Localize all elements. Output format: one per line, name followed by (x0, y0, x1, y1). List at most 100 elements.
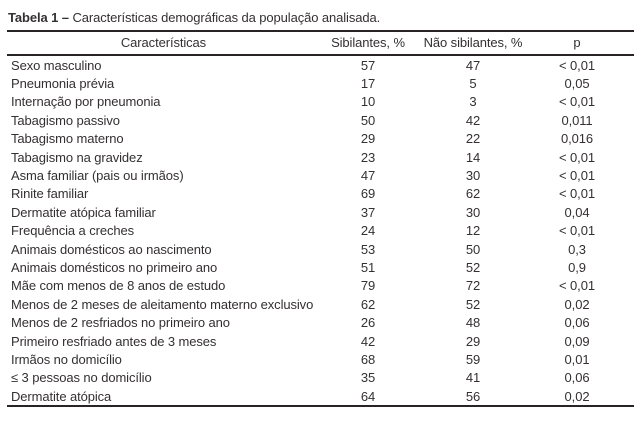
table-row: Tabagismo na gravidez 23 14 < 0,01 (7, 148, 634, 166)
row-caracteristica: ≤ 3 pessoas no domicílio (11, 370, 152, 386)
row-nao-sibilantes-value: 41 (465, 370, 481, 386)
row-sibilantes-value: 10 (360, 94, 376, 110)
row-nao-sibilantes-value: 30 (465, 204, 481, 220)
table-caption: Tabela 1 – Características demográficas … (8, 10, 642, 25)
row-sibilantes-value: 26 (360, 315, 376, 331)
row-nao-sibilantes-value: 5 (469, 76, 477, 92)
row-p-value: 0,09 (564, 333, 590, 349)
row-caracteristica: Tabagismo passivo (11, 112, 120, 128)
row-sibilantes-value: 50 (360, 112, 376, 128)
row-p-value: 0,01 (564, 351, 590, 367)
table-row: Irmãos no domicílio 68 59 0,01 (7, 350, 634, 368)
page: Tabela 1 – Características demográficas … (0, 10, 642, 437)
row-caracteristica: Tabagismo na gravidez (11, 149, 143, 165)
row-sibilantes-value: 17 (360, 76, 376, 92)
table-caption-text: Características demográficas da populaçã… (72, 10, 381, 25)
row-sibilantes-value: 24 (360, 223, 376, 239)
header-row: Características Sibilantes, % Não sibila… (7, 31, 634, 56)
row-caracteristica: Asma familiar (pais ou irmãos) (11, 168, 184, 184)
row-sibilantes-value: 69 (360, 186, 376, 202)
table-row: Mãe com menos de 8 anos de estudo 79 72 … (7, 277, 634, 295)
row-p-value: 0,02 (564, 388, 590, 404)
row-p-value: < 0,01 (559, 186, 595, 202)
row-p-value: < 0,01 (559, 223, 595, 239)
row-caracteristica: Mãe com menos de 8 anos de estudo (11, 278, 226, 294)
table-body: Sexo masculino 57 47 < 0,01 Pneumonia pr… (7, 55, 634, 406)
row-caracteristica: Animais domésticos no primeiro ano (11, 259, 218, 275)
row-sibilantes-value: 23 (360, 149, 376, 165)
table-row: Frequência a creches 24 12 < 0,01 (7, 222, 634, 240)
table-row: Dermatite atópica familiar 37 30 0,04 (7, 203, 634, 221)
row-caracteristica: Internação por pneumonia (11, 94, 161, 110)
row-p-value: < 0,01 (559, 57, 595, 73)
row-caracteristica: Rinite familiar (11, 186, 89, 202)
row-nao-sibilantes-value: 14 (465, 149, 481, 165)
table-row: Tabagismo passivo 50 42 0,011 (7, 111, 634, 129)
table-row: ≤ 3 pessoas no domicílio 35 41 0,06 (7, 369, 634, 387)
row-sibilantes-value: 35 (360, 370, 376, 386)
row-nao-sibilantes-value: 22 (465, 131, 481, 147)
row-sibilantes-value: 68 (360, 351, 376, 367)
row-nao-sibilantes-value: 47 (465, 57, 481, 73)
table-caption-separator: – (61, 10, 69, 25)
table-row: Sexo masculino 57 47 < 0,01 (7, 55, 634, 74)
table-row: Animais domésticos ao nascimento 53 50 0… (7, 240, 634, 258)
row-nao-sibilantes-value: 52 (465, 296, 481, 312)
row-caracteristica: Irmãos no domicílio (11, 351, 122, 367)
row-caracteristica: Dermatite atópica (11, 388, 112, 404)
row-caracteristica: Menos de 2 resfriados no primeiro ano (11, 315, 230, 331)
row-p-value: 0,04 (564, 204, 590, 220)
table-row: Animais domésticos no primeiro ano 51 52… (7, 258, 634, 276)
row-sibilantes-value: 47 (360, 168, 376, 184)
row-sibilantes-value: 57 (360, 57, 376, 73)
table-row: Menos de 2 meses de aleitamento materno … (7, 295, 634, 313)
row-p-value: 0,9 (568, 259, 586, 275)
row-caracteristica: Animais domésticos ao nascimento (11, 241, 212, 257)
row-p-value: 0,02 (564, 296, 590, 312)
row-sibilantes-value: 64 (360, 388, 376, 404)
row-nao-sibilantes-value: 52 (465, 259, 481, 275)
table-row: Pneumonia prévia 17 5 0,05 (7, 74, 634, 92)
row-nao-sibilantes-value: 12 (465, 223, 481, 239)
table-row: Internação por pneumonia 10 3 < 0,01 (7, 93, 634, 111)
column-header-nao-sibilantes: Não sibilantes, % (416, 31, 530, 56)
row-p-value: 0,016 (560, 131, 594, 147)
row-caracteristica: Primeiro resfriado antes de 3 meses (11, 333, 217, 349)
row-sibilantes-value: 42 (360, 333, 376, 349)
table-caption-label: Tabela 1 (8, 10, 59, 25)
table-row: Menos de 2 resfriados no primeiro ano 26… (7, 313, 634, 331)
row-caracteristica: Menos de 2 meses de aleitamento materno … (11, 296, 314, 312)
row-p-value: 0,06 (564, 370, 590, 386)
row-nao-sibilantes-value: 56 (465, 388, 481, 404)
row-p-value: 0,06 (564, 315, 590, 331)
row-p-value: 0,05 (564, 76, 590, 92)
row-sibilantes-value: 79 (360, 278, 376, 294)
row-p-value: < 0,01 (559, 149, 595, 165)
row-p-value: 0,011 (561, 112, 593, 128)
column-header-sibilantes: Sibilantes, % (320, 31, 416, 56)
row-caracteristica: Dermatite atópica familiar (11, 204, 156, 220)
row-nao-sibilantes-value: 48 (465, 315, 481, 331)
row-nao-sibilantes-value: 29 (465, 333, 481, 349)
row-p-value: < 0,01 (559, 278, 595, 294)
row-sibilantes-value: 62 (360, 296, 376, 312)
row-nao-sibilantes-value: 62 (465, 186, 481, 202)
row-nao-sibilantes-value: 42 (465, 112, 481, 128)
column-header-caracteristicas: Características (7, 31, 320, 56)
table-row: Dermatite atópica 64 56 0,02 (7, 387, 634, 406)
column-header-p: p (530, 31, 634, 56)
table-row: Primeiro resfriado antes de 3 meses 42 2… (7, 332, 634, 350)
row-nao-sibilantes-value: 59 (465, 351, 481, 367)
row-sibilantes-value: 29 (360, 131, 376, 147)
row-sibilantes-value: 37 (360, 204, 376, 220)
table-row: Rinite familiar 69 62 < 0,01 (7, 185, 634, 203)
row-caracteristica: Frequência a creches (11, 223, 135, 239)
row-sibilantes-value: 53 (360, 241, 376, 257)
row-caracteristica: Pneumonia prévia (11, 76, 115, 92)
row-nao-sibilantes-value: 50 (465, 241, 481, 257)
row-p-value: 0,3 (568, 241, 586, 257)
row-caracteristica: Sexo masculino (11, 57, 102, 73)
row-nao-sibilantes-value: 3 (469, 94, 477, 110)
table-row: Asma familiar (pais ou irmãos) 47 30 < 0… (7, 166, 634, 184)
row-p-value: < 0,01 (559, 168, 595, 184)
